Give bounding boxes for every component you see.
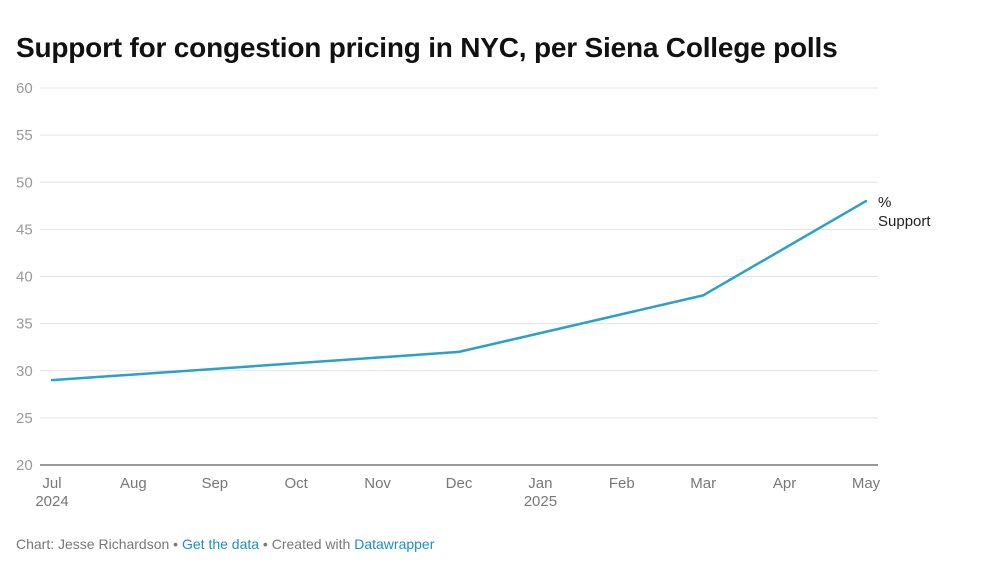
data-point-jul-2024 [51,379,53,381]
series-label: % [878,194,891,211]
data-point-dec-2024 [458,351,460,353]
chart-footer: Chart: Jesse Richardson • Get the data •… [16,536,434,552]
x-tick-label-mar: Mar [690,475,716,492]
data-point-mar-2025 [702,294,704,296]
x-tick-label-nov: Nov [364,475,391,492]
x-tick-label-may: May [852,475,881,492]
y-axis-ticks: 20 25 30 35 40 45 50 55 60 [16,80,33,474]
series-label: Support [878,213,931,230]
x-tick-label-oct: Oct [285,475,309,492]
chart-title: Support for congestion pricing in NYC, p… [16,32,838,63]
y-tick-label: 30 [16,363,33,380]
x-tick-label-sep: Sep [201,475,228,492]
y-tick-label: 55 [16,127,33,144]
x-tick-label-dec: Dec [446,475,473,492]
y-tick-label: 45 [16,221,33,238]
y-tick-label: 25 [16,410,33,427]
datawrapper-link[interactable]: Datawrapper [354,536,435,552]
data-point-may-2025 [865,200,867,202]
x-tick-year-2025: 2025 [524,493,557,510]
y-tick-label: 50 [16,174,33,191]
y-tick-label: 35 [16,316,33,333]
y-tick-label: 20 [16,457,33,474]
footer-separator: • [169,536,182,552]
footer-credit: Chart: Jesse Richardson [16,536,170,552]
x-tick-label-apr: Apr [773,475,796,492]
x-tick-label-aug: Aug [120,475,147,492]
gridlines [40,87,878,419]
get-the-data-link[interactable]: Get the data [181,536,260,552]
y-tick-label: 60 [16,80,33,97]
x-tick-label-feb: Feb [609,475,635,492]
x-tick-year-2024: 2024 [35,493,68,510]
footer-created-with: • Created with [259,536,355,552]
x-tick-label-jul: Jul [42,475,61,492]
series-line-support [50,199,868,382]
x-tick-label-jan: Jan [528,475,552,492]
series-group: % Support [50,194,931,382]
y-tick-label: 40 [16,269,33,286]
